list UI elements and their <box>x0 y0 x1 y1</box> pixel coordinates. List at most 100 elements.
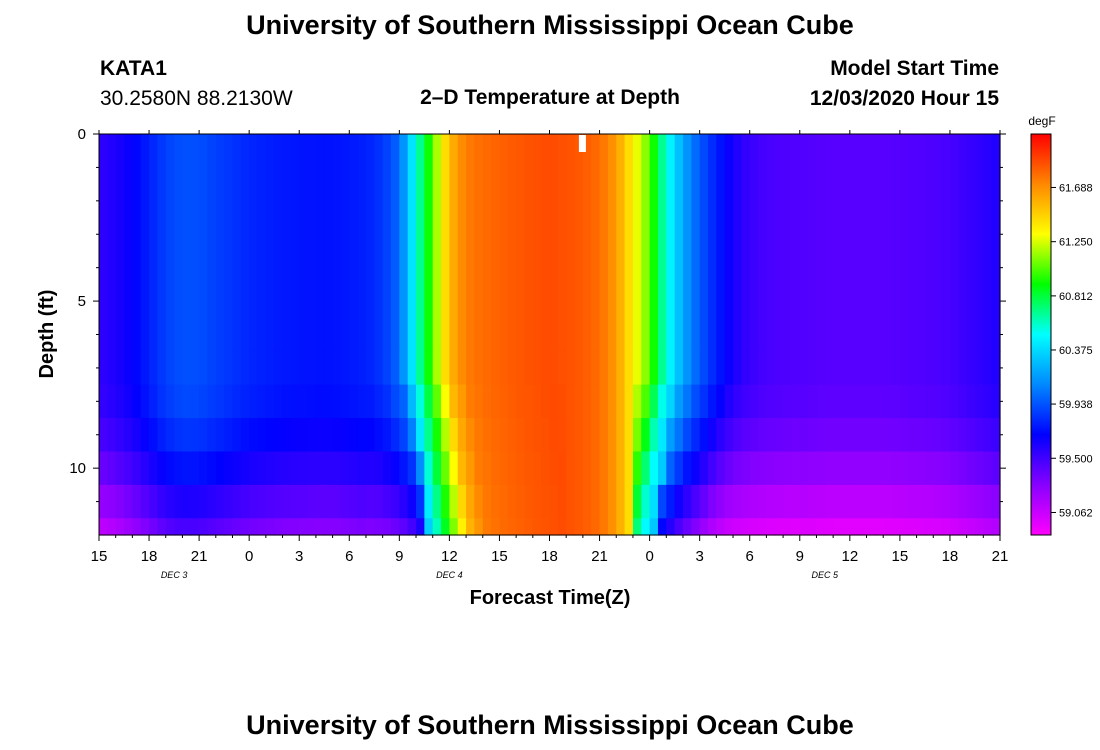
heatmap-cell <box>524 451 534 486</box>
heatmap-cell <box>899 384 909 419</box>
heatmap-cell <box>499 134 509 352</box>
heatmap-cell <box>182 384 192 419</box>
heatmap-cell <box>691 351 701 386</box>
heatmap-cell <box>591 351 601 386</box>
heatmap-cell <box>165 484 175 519</box>
heatmap-cell <box>140 384 150 419</box>
heatmap-cell <box>282 351 292 386</box>
heatmap-cell <box>149 418 158 453</box>
heatmap-cell <box>716 451 726 486</box>
heatmap-cell <box>365 484 375 519</box>
heatmap-cell <box>699 451 709 486</box>
heatmap-cell <box>849 451 859 486</box>
heatmap-cell <box>224 418 234 453</box>
heatmap-cell <box>315 451 325 486</box>
heatmap-cell <box>866 484 876 519</box>
heatmap-cell <box>365 351 375 386</box>
heatmap-cell <box>816 484 826 519</box>
heatmap-cell <box>958 484 968 519</box>
heatmap-cell <box>649 518 659 536</box>
heatmap-cell <box>491 384 501 419</box>
x-tick-label: 18 <box>141 548 158 565</box>
heatmap-cell <box>874 134 884 352</box>
heatmap-cell <box>124 384 133 419</box>
heatmap-cell <box>724 351 734 386</box>
heatmap-cell <box>140 451 150 486</box>
heatmap-cell <box>249 351 259 386</box>
heatmap-cell <box>357 351 367 386</box>
heatmap-cell <box>491 484 501 519</box>
heatmap-cell <box>516 418 526 453</box>
heatmap-cell <box>766 518 776 536</box>
heatmap-cell <box>290 384 300 419</box>
heatmap-cell <box>774 484 784 519</box>
heatmap-cell <box>507 418 517 453</box>
heatmap-cell <box>849 134 859 352</box>
station-coordinates: 30.2580N 88.2130W <box>100 87 293 110</box>
heatmap-cell <box>591 518 601 536</box>
heatmap-cell <box>416 351 425 386</box>
heatmap-cell <box>607 134 617 352</box>
heatmap-cell <box>374 451 384 486</box>
heatmap-cell <box>315 134 325 352</box>
heatmap-cell <box>365 418 375 453</box>
heatmap-cell <box>908 351 918 386</box>
heatmap-cell <box>699 351 709 386</box>
heatmap-cell <box>449 484 459 519</box>
heatmap-cell <box>858 451 868 486</box>
heatmap-cell <box>824 484 834 519</box>
heatmap-cell <box>858 351 868 386</box>
heatmap-cell <box>549 134 559 352</box>
heatmap-cell <box>307 384 317 419</box>
heatmap-cell <box>799 384 809 419</box>
heatmap-cell <box>215 418 225 453</box>
heatmap-cell <box>591 484 601 519</box>
heatmap-cell <box>924 384 934 419</box>
heatmap-cell <box>858 134 868 352</box>
heatmap-cell <box>674 418 684 453</box>
heatmap-cell <box>724 134 734 352</box>
heatmap-cell <box>549 484 559 519</box>
heatmap-cell <box>958 384 968 419</box>
x-tick-label: 6 <box>345 548 353 565</box>
heatmap-cell <box>507 351 517 386</box>
heatmap-cell <box>165 351 175 386</box>
heatmap-cell <box>232 451 242 486</box>
heatmap-cell <box>265 351 275 386</box>
heatmap-cell <box>165 384 175 419</box>
heatmap-cell <box>849 418 859 453</box>
x-tick-label: 21 <box>992 548 1009 565</box>
heatmap-cell <box>649 134 659 352</box>
heatmap-cell <box>758 518 767 536</box>
heatmap-cell <box>899 418 909 453</box>
heatmap-cell <box>657 451 667 486</box>
heatmap-cell <box>524 484 534 519</box>
heatmap-cell <box>758 384 767 419</box>
heatmap-cell <box>532 351 542 386</box>
heatmap-cell <box>716 134 726 352</box>
heatmap-cell <box>766 484 776 519</box>
heatmap-cell <box>499 484 509 519</box>
heatmap-cell <box>290 518 300 536</box>
heatmap-cell <box>858 484 868 519</box>
heatmap-cell <box>424 451 434 486</box>
heatmap-cell <box>741 351 751 386</box>
heatmap-cell <box>374 518 384 536</box>
heatmap-cell <box>257 134 267 352</box>
heatmap-cell <box>416 384 425 419</box>
heatmap-cell <box>190 418 200 453</box>
y-axis: 0 5 10 <box>69 126 1006 503</box>
heatmap-cell <box>466 451 476 486</box>
heatmap-cell <box>749 451 759 486</box>
heatmap-cell <box>115 418 125 453</box>
heatmap-cell <box>249 134 259 352</box>
heatmap-cell <box>382 351 392 386</box>
heatmap-cell <box>841 351 851 386</box>
heatmap-cell <box>182 134 192 352</box>
heatmap-cell <box>449 451 459 486</box>
heatmap-cell <box>758 484 767 519</box>
heatmap-cell <box>691 518 701 536</box>
heatmap-cell <box>507 451 517 486</box>
heatmap-cell <box>424 384 434 419</box>
heatmap-cell <box>741 451 751 486</box>
